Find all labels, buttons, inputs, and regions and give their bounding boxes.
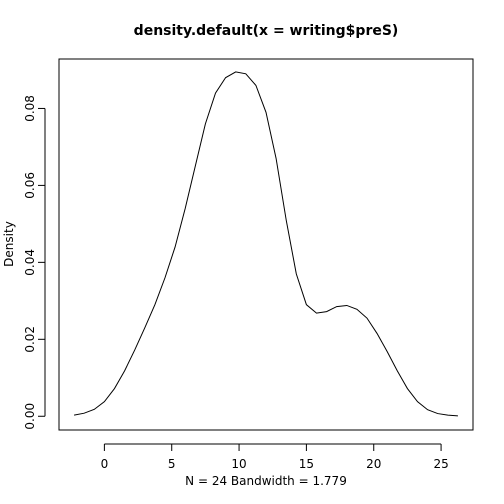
- y-tick-label: 0.00: [23, 403, 37, 430]
- x-axis-label: N = 24 Bandwidth = 1.779: [185, 474, 347, 488]
- density-curve: [74, 72, 458, 416]
- x-tick-label: 5: [168, 457, 176, 471]
- x-tick-label: 15: [299, 457, 314, 471]
- y-tick-label: 0.02: [23, 326, 37, 353]
- x-tick-label: 0: [101, 457, 109, 471]
- chart-title: density.default(x = writing$preS): [134, 23, 399, 39]
- x-tick-label: 20: [366, 457, 381, 471]
- x-tick-label: 10: [231, 457, 246, 471]
- y-axis-label: Density: [2, 221, 16, 267]
- y-tick-label: 0.08: [23, 95, 37, 122]
- x-axis: 0 5 10 15 20 25: [101, 444, 449, 471]
- y-axis: 0.00 0.02 0.04 0.06 0.08: [23, 95, 45, 430]
- y-tick-label: 0.04: [23, 249, 37, 276]
- plot-frame: [59, 59, 473, 430]
- x-tick-label: 25: [433, 457, 448, 471]
- y-tick-label: 0.06: [23, 172, 37, 199]
